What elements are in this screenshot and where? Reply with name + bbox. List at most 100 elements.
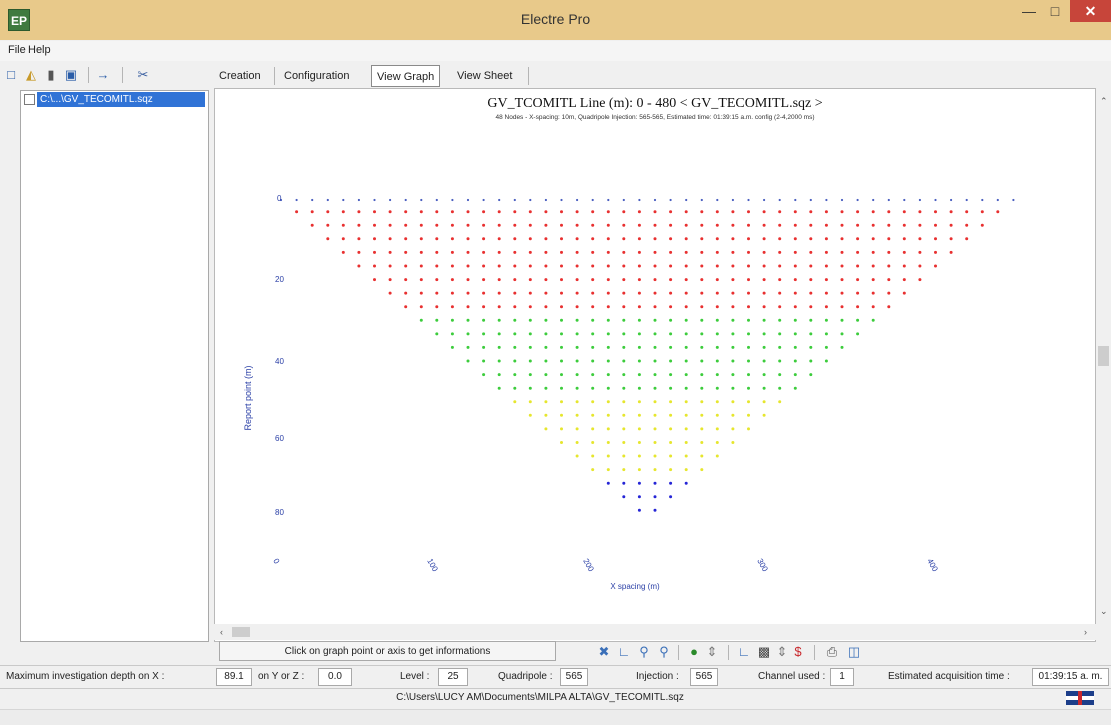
data-point[interactable] [435,264,439,268]
data-point[interactable] [731,318,735,322]
tab-configuration[interactable]: Configuration [284,70,350,82]
data-point[interactable] [747,210,750,214]
data-point[interactable] [700,278,704,282]
data-point[interactable] [575,278,579,282]
data-point[interactable] [450,264,454,268]
data-point[interactable] [606,250,610,254]
data-point[interactable] [606,373,610,377]
data-point[interactable] [388,278,392,282]
data-point[interactable] [731,413,735,417]
data-point[interactable] [513,373,517,377]
data-point[interactable] [591,386,595,390]
electrode-marker[interactable] [295,198,298,202]
data-point[interactable] [466,305,470,309]
data-point[interactable] [622,373,626,377]
data-point[interactable] [747,359,750,363]
menu-help[interactable]: Help [28,44,51,56]
data-point[interactable] [606,305,610,309]
data-point[interactable] [918,223,922,227]
data-point[interactable] [575,454,579,458]
data-point[interactable] [513,332,517,336]
data-point[interactable] [762,386,766,390]
data-point[interactable] [809,278,813,282]
data-point[interactable] [700,332,704,336]
data-point[interactable] [684,237,688,241]
data-point[interactable] [575,427,579,431]
data-point[interactable] [824,345,828,349]
data-point[interactable] [871,223,875,227]
data-point[interactable] [528,237,532,241]
data-point[interactable] [482,237,486,241]
data-point[interactable] [450,278,454,282]
data-point[interactable] [715,237,719,241]
data-point[interactable] [809,223,813,227]
data-point[interactable] [747,413,750,417]
data-point[interactable] [856,237,860,241]
data-point[interactable] [466,223,470,227]
data-point[interactable] [637,332,641,336]
data-point[interactable] [747,264,750,268]
data-point[interactable] [684,413,688,417]
data-point[interactable] [637,318,641,322]
electrode-marker[interactable] [996,198,999,202]
data-point[interactable] [731,359,735,363]
data-point[interactable] [482,332,486,336]
data-point[interactable] [980,223,984,227]
graph-panel[interactable]: GV_TCOMITL Line (m): 0 - 480 < GV_TECOMI… [214,88,1096,642]
data-point[interactable] [747,305,750,309]
data-point[interactable] [684,427,688,431]
print-setup-icon[interactable]: ⇕ [776,644,788,659]
data-point[interactable] [560,441,563,444]
data-point[interactable] [887,264,891,268]
data-point[interactable] [450,223,454,227]
data-point[interactable] [637,305,641,309]
y-tick-label[interactable]: 60 [275,434,284,443]
data-point[interactable] [856,291,860,295]
data-point[interactable] [341,223,345,227]
data-point[interactable] [700,264,704,268]
data-point[interactable] [949,210,953,214]
data-point[interactable] [778,318,782,322]
data-point[interactable] [965,223,969,227]
data-point[interactable] [700,345,704,349]
data-point[interactable] [856,278,860,282]
data-point[interactable] [824,223,828,227]
data-point[interactable] [918,264,922,268]
data-point[interactable] [622,481,626,485]
electrode-marker[interactable] [389,198,392,202]
data-point[interactable] [762,359,766,363]
data-point[interactable] [326,223,330,227]
data-point[interactable] [684,468,688,472]
data-point[interactable] [856,264,860,268]
data-point[interactable] [560,413,563,417]
data-point[interactable] [949,223,953,227]
data-point[interactable] [902,278,906,282]
data-point[interactable] [622,318,626,322]
data-point[interactable] [809,250,813,254]
data-point[interactable] [637,345,641,349]
data-point[interactable] [715,291,719,295]
y-tick-label[interactable]: 0 [277,194,282,203]
data-point[interactable] [497,359,501,363]
data-point[interactable] [684,223,688,227]
data-point[interactable] [528,400,532,404]
data-point[interactable] [793,359,797,363]
data-point[interactable] [482,305,486,309]
data-point[interactable] [404,237,408,241]
data-point[interactable] [622,237,626,241]
data-point[interactable] [450,332,454,336]
data-point[interactable] [560,291,563,295]
data-point[interactable] [373,210,376,214]
data-point[interactable] [871,291,875,295]
data-point[interactable] [560,359,563,363]
data-point[interactable] [731,345,735,349]
data-point[interactable] [419,305,423,309]
data-point[interactable] [669,291,673,295]
data-point[interactable] [793,264,797,268]
data-point[interactable] [435,223,439,227]
data-point[interactable] [809,264,813,268]
tree-item-file[interactable]: C:\...\GV_TECOMITL.sqz [37,92,205,107]
data-point[interactable] [544,386,548,390]
data-point[interactable] [840,210,844,214]
data-point[interactable] [591,413,595,417]
